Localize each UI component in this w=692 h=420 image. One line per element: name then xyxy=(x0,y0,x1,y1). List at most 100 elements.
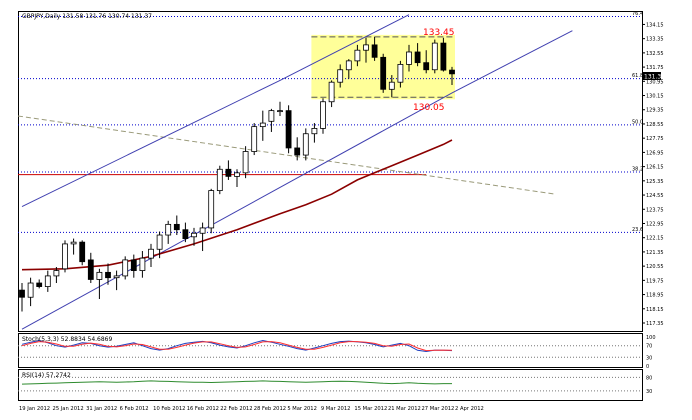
candle-body xyxy=(19,289,25,298)
candle-body xyxy=(440,42,447,71)
candle-body xyxy=(27,282,34,298)
y-tick-label: 130.15 xyxy=(646,94,664,100)
annotation-high: 133.45 xyxy=(423,28,455,38)
x-tick-label: 31 Jan 2012 xyxy=(86,406,117,412)
candle-body xyxy=(165,223,172,236)
candle xyxy=(148,243,154,268)
indicator-tick-label: 30 xyxy=(646,355,652,361)
indicator-tick-label: 80 xyxy=(646,375,652,381)
candle xyxy=(36,279,43,289)
candle-body xyxy=(328,81,335,103)
y-tick-label: 126.95 xyxy=(646,150,664,156)
indicator-tick-label: 100 xyxy=(646,335,656,341)
candle xyxy=(191,227,197,246)
candle-body xyxy=(36,282,43,287)
candle xyxy=(277,101,283,116)
candle-body xyxy=(277,110,283,113)
candle xyxy=(414,43,421,67)
candle xyxy=(259,110,266,141)
candle-body xyxy=(311,128,318,135)
candle xyxy=(165,220,172,244)
candle-body xyxy=(182,229,189,239)
candle xyxy=(431,39,438,74)
candle xyxy=(449,66,455,86)
candle xyxy=(234,169,240,188)
candle xyxy=(397,60,404,88)
candle xyxy=(113,270,120,291)
candle xyxy=(156,231,163,259)
candle xyxy=(302,128,309,161)
stoch-panel-title: Stoch(5,3,3) 52.8834 54.6869 xyxy=(22,336,113,343)
x-tick-label: 27 Mar 2012 xyxy=(421,406,454,412)
candle-body xyxy=(199,227,206,234)
fib-level-label: 23.6 xyxy=(632,227,643,233)
candle xyxy=(225,160,232,180)
x-tick-label: 25 Jan 2012 xyxy=(53,406,84,412)
fib-level-label: 38.2 xyxy=(632,166,643,172)
candle-body xyxy=(208,190,215,229)
candle-body xyxy=(87,259,94,280)
candle-body xyxy=(105,271,111,279)
candle xyxy=(44,270,51,292)
candle xyxy=(79,240,86,266)
candle xyxy=(251,123,258,156)
x-tick-label: 9 Mar 2012 xyxy=(321,406,351,412)
candle xyxy=(406,44,412,72)
rsi-panel-title: RSI(14) 57.2742 xyxy=(22,372,71,379)
indicator-tick-label: 30 xyxy=(646,389,652,395)
candle xyxy=(354,44,361,67)
x-tick-label: 6 Feb 2012 xyxy=(120,406,149,412)
candle xyxy=(62,240,68,273)
y-tick-label: 125.35 xyxy=(646,179,664,185)
x-tick-label: 21 Mar 2012 xyxy=(388,406,421,412)
rsi-panel-frame xyxy=(18,369,643,401)
price-badge-box xyxy=(643,72,661,80)
candle-body xyxy=(423,62,430,71)
candle xyxy=(139,251,146,278)
candle-body xyxy=(251,126,258,152)
annotation-low: 130.05 xyxy=(413,103,445,113)
x-tick-label: 15 Mar 2012 xyxy=(354,406,387,412)
candle xyxy=(70,238,77,255)
candle-body xyxy=(259,122,266,128)
candle-body xyxy=(285,110,292,149)
candle-body xyxy=(320,101,326,129)
candle xyxy=(19,283,25,312)
candle-body xyxy=(139,257,146,271)
candle xyxy=(337,64,344,88)
y-tick-label: 130.95 xyxy=(646,79,664,85)
candle xyxy=(371,36,378,61)
candle xyxy=(105,263,111,285)
fib-level-label: 61.8 xyxy=(632,73,643,79)
candle-body xyxy=(345,60,352,71)
candle-body xyxy=(363,44,369,51)
x-tick-label: 10 Feb 2012 xyxy=(153,406,185,412)
candle xyxy=(285,105,292,154)
y-tick-label: 122.95 xyxy=(646,221,664,227)
candle-body xyxy=(268,110,275,122)
indicator-tick-label: 0 xyxy=(646,364,649,370)
candle xyxy=(208,188,215,234)
candle-body xyxy=(44,275,51,287)
candle-body xyxy=(242,151,249,174)
candle xyxy=(216,165,223,195)
price-badge: 131.37 xyxy=(644,74,665,81)
rsi-line xyxy=(21,380,452,385)
candle xyxy=(173,215,180,236)
y-tick-label: 122.15 xyxy=(646,236,664,242)
candle xyxy=(363,37,369,63)
x-tick-label: 22 Feb 2012 xyxy=(220,406,252,412)
y-tick-label: 124.55 xyxy=(646,193,664,199)
candle-body xyxy=(414,51,421,64)
y-tick-label: 121.35 xyxy=(646,250,664,256)
candle-body xyxy=(113,275,120,279)
indicator-tick-label: 70 xyxy=(646,344,652,350)
candle xyxy=(182,222,189,243)
candle xyxy=(380,53,387,93)
y-tick-label: 133.35 xyxy=(646,37,664,43)
candle-body xyxy=(449,69,455,75)
x-tick-label: 2 Apr 2012 xyxy=(455,406,484,412)
candle-body xyxy=(130,259,137,271)
y-tick-label: 127.75 xyxy=(646,136,664,142)
candle xyxy=(199,222,206,252)
